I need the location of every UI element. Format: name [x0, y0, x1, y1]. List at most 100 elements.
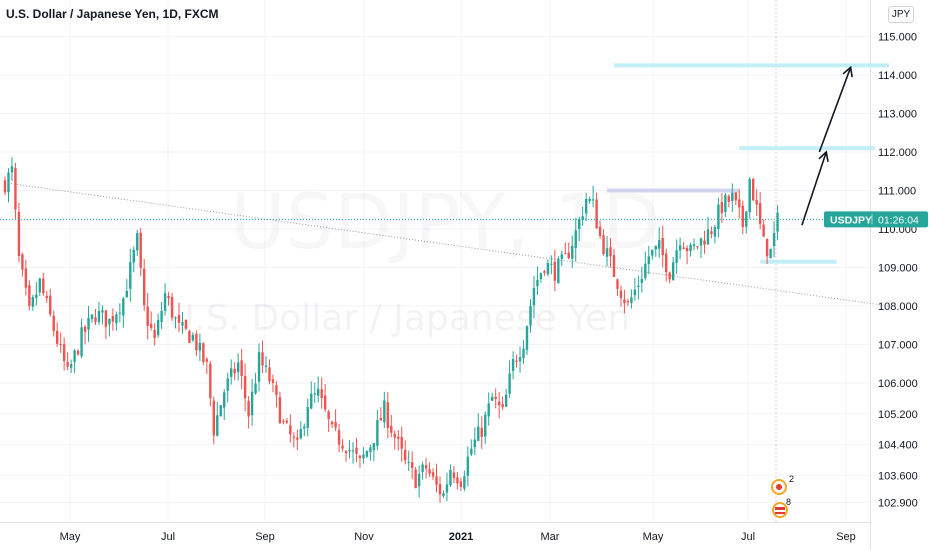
candle-body: [598, 226, 602, 236]
price-tick-label: 113.000: [878, 109, 917, 121]
candle-body: [772, 233, 776, 247]
chart-title: U.S. Dollar / Japanese Yen, 1D, FXCM: [6, 7, 219, 21]
candle-body: [731, 192, 734, 201]
currency-button[interactable]: JPY: [888, 6, 914, 23]
candle-body: [139, 232, 142, 268]
candle-body: [3, 180, 7, 193]
candle-body: [581, 216, 584, 220]
candle-body: [745, 211, 748, 227]
candle-body: [529, 306, 532, 326]
projection-arrow-1[interactable]: [818, 67, 852, 153]
japan-flag-dot-icon: [776, 484, 782, 490]
candle-body: [90, 314, 94, 320]
projection-arrows[interactable]: [801, 65, 853, 226]
candle-body: [129, 262, 132, 289]
candle-body: [28, 285, 31, 306]
candle-body: [612, 255, 616, 277]
candle-body: [584, 198, 588, 214]
candle-body: [216, 415, 219, 436]
time-tick-label: Nov: [354, 531, 374, 543]
japan-event-count: 2: [789, 474, 794, 484]
candle-body: [637, 285, 640, 287]
chart-grid: [0, 0, 871, 550]
candle-body: [466, 456, 470, 476]
candle-body: [205, 359, 209, 362]
candle-body: [111, 316, 115, 322]
candle-body: [243, 376, 247, 399]
candle-body: [477, 426, 480, 441]
candle-body: [557, 258, 560, 284]
candle-body: [703, 240, 706, 245]
candle-body: [122, 298, 125, 316]
candle-body: [689, 244, 692, 251]
time-axis[interactable]: May Jul Sep Nov 2021 Mar May Jul Sep: [60, 531, 856, 543]
candle-body: [383, 400, 386, 423]
price-zone-1[interactable]: [739, 146, 875, 151]
candle-body: [97, 310, 101, 322]
candle-body: [424, 465, 428, 469]
candle-body: [421, 464, 424, 473]
candle-body: [480, 427, 483, 437]
candle-body: [647, 256, 650, 264]
price-tick-label: 114.000: [878, 70, 917, 82]
candle-body: [323, 395, 327, 410]
time-tick-label: Jul: [741, 531, 755, 543]
price-tick-label: 109.000: [878, 263, 918, 275]
candle-body: [564, 253, 567, 255]
candle-body: [355, 447, 358, 454]
candle-body: [671, 262, 675, 281]
candle-body: [167, 296, 170, 299]
candle-body: [330, 421, 334, 425]
candle-body: [341, 445, 344, 449]
candle-body: [501, 404, 504, 408]
candle-body: [101, 310, 104, 313]
candles: [3, 157, 779, 503]
candle-body: [574, 230, 577, 248]
candle-body: [376, 420, 379, 446]
price-axis[interactable]: 115.000114.000113.000112.000111.000110.0…: [878, 32, 918, 510]
candle-body: [257, 351, 261, 382]
candle-body: [188, 330, 191, 343]
candle-body: [49, 295, 52, 315]
candle-body: [219, 405, 222, 417]
candle-body: [125, 290, 128, 298]
candle-body: [268, 367, 271, 382]
projection-arrow-0[interactable]: [801, 151, 828, 226]
candle-body: [344, 451, 348, 454]
candle-body: [62, 344, 66, 362]
price-zones[interactable]: [607, 63, 889, 264]
candle-body: [174, 317, 177, 319]
candle-body: [532, 288, 536, 306]
candle-body: [762, 224, 765, 237]
event-badges[interactable]: 2 8: [771, 474, 794, 518]
candle-body: [651, 249, 654, 256]
symbol-watermark: USDJPY, 1D U.S. Dollar / Japanese Yen: [168, 298, 630, 339]
candle-body: [264, 365, 268, 367]
candle-body: [456, 477, 459, 484]
price-zone-0[interactable]: [614, 63, 889, 68]
candle-body: [658, 240, 661, 249]
candle-body: [296, 437, 299, 440]
candle-body: [372, 443, 376, 450]
candle-body: [17, 212, 21, 256]
candle-body: [136, 233, 139, 251]
candle-body: [240, 360, 243, 377]
candle-body: [397, 436, 400, 439]
candle-body: [83, 326, 87, 332]
candle-body: [42, 278, 45, 294]
candle-body: [626, 301, 630, 303]
candle-body: [452, 472, 456, 479]
candle-body: [94, 317, 97, 322]
price-zone-2[interactable]: [607, 188, 740, 193]
candle-body: [87, 317, 90, 330]
candle-body: [313, 393, 316, 395]
candle-body: [254, 383, 257, 394]
candle-body: [755, 200, 758, 205]
candle-body: [348, 450, 351, 452]
candle-body: [337, 430, 341, 445]
candle-body: [115, 314, 118, 324]
candle-body: [668, 272, 671, 280]
candle-body: [146, 306, 149, 326]
price-zone-3[interactable]: [760, 259, 837, 264]
